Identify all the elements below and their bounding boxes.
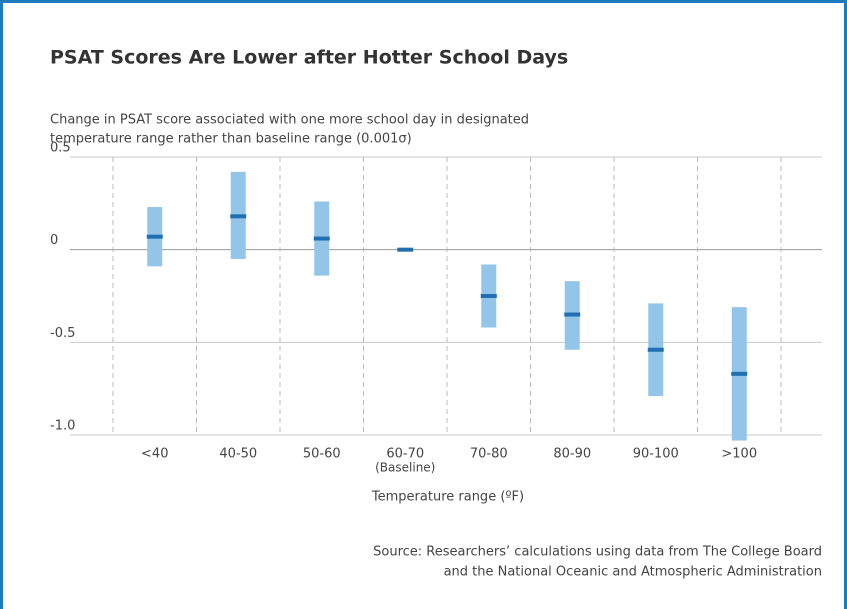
x-tick-label: 60-70 [386,447,424,462]
estimate [397,247,414,252]
x-tick-label: 50-60 [303,447,341,462]
y-axis-label: Change in PSAT score associated with one… [50,113,529,128]
x-tick-label: 40-50 [219,447,257,462]
estimate [146,234,163,239]
source: Source: Researchers’ calculations using … [373,545,822,560]
estimate [647,347,664,352]
estimate [313,236,330,241]
x-tick-label: <40 [141,447,168,462]
x-axis-label: Temperature range (ºF) [371,490,524,505]
x-tick-label: 80-90 [553,447,591,462]
y-tick-label: 0.5 [50,141,71,156]
y-tick-label: -0.5 [50,326,75,341]
x-tick-label: 90-100 [633,447,679,462]
estimate [480,294,497,298]
estimate [731,371,748,376]
baseline-label: (Baseline) [375,461,435,475]
chart-title: PSAT Scores Are Lower after Hotter Schoo… [50,47,568,69]
y-tick-label: -1.0 [50,419,75,434]
y-tick-label: 0 [50,233,58,248]
estimate [230,214,247,219]
x-tick-label: 70-80 [470,447,508,462]
x-tick-label: >100 [721,447,757,462]
y-axis-label: temperature range rather than baseline r… [50,132,412,147]
estimate [564,312,581,317]
source: and the National Oceanic and Atmospheric… [444,565,822,580]
